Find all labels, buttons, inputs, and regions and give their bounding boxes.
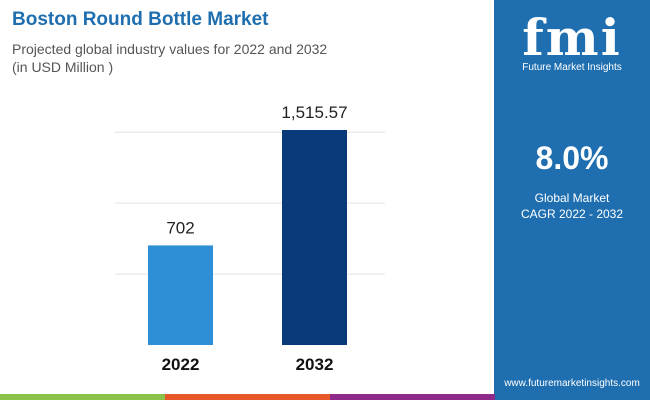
color-stripe xyxy=(0,394,165,400)
bar-chart: 702 2022 1,515.57 2032 xyxy=(115,103,385,374)
fmi-logo: fmi xyxy=(522,8,622,67)
bar-2022 xyxy=(148,245,213,345)
logo-text: Future Market Insights xyxy=(522,62,622,73)
color-stripe xyxy=(330,394,495,400)
cagr-label: Global Market CAGR 2022 - 2032 xyxy=(494,190,650,222)
subtitle-text: Projected global industry values for 202… xyxy=(12,41,328,57)
cagr-label-1: Global Market xyxy=(534,191,610,205)
color-stripe xyxy=(165,394,330,400)
website-link[interactable]: www.futuremarketinsights.com xyxy=(504,378,640,389)
color-stripe xyxy=(495,394,650,400)
cagr-value: 8.0% xyxy=(535,140,609,176)
chart-title: Boston Round Bottle Market xyxy=(12,9,269,30)
info-panel: fmi Future Market Insights 8.0% Global M… xyxy=(494,0,650,394)
cagr-label-2: CAGR 2022 - 2032 xyxy=(520,207,624,221)
data-label: 1,515.57 xyxy=(281,103,347,122)
data-label: 702 xyxy=(166,218,194,237)
x-tick-label: 2022 xyxy=(162,355,200,374)
x-tick-label: 2032 xyxy=(296,355,334,374)
unit-text: (in USD Million ) xyxy=(12,59,114,75)
bar-2032 xyxy=(282,130,347,345)
chart-subtitle: Projected global industry values for 202… xyxy=(12,40,327,76)
